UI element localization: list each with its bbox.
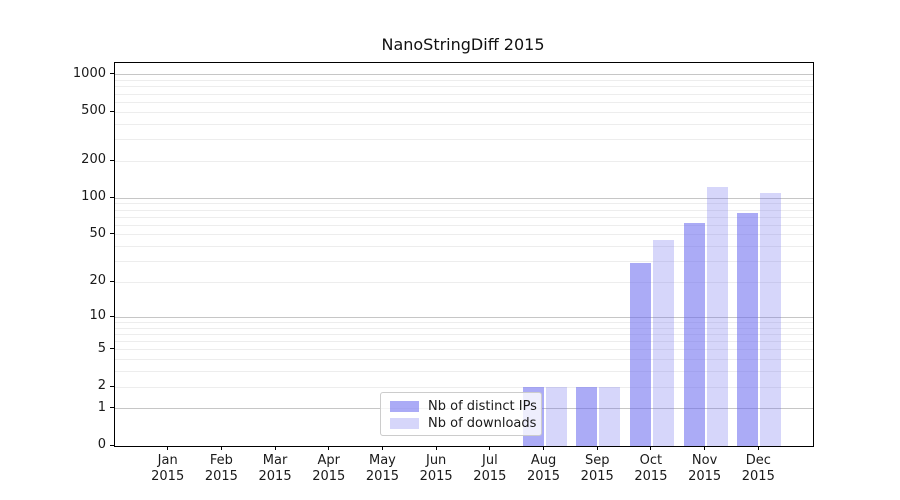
x-axis-tick [596, 446, 598, 450]
x-axis-tick-label: Feb 2015 [204, 453, 238, 484]
x-axis-tick [220, 446, 222, 450]
gridline-minor [115, 203, 813, 205]
y-axis-tick [110, 315, 114, 317]
bar-distinct-ips [737, 213, 759, 446]
y-axis-tick-label: 20 [89, 273, 106, 289]
legend-label-distinct-ips: Nb of distinct IPs [428, 398, 537, 414]
gridline-minor [115, 246, 813, 248]
gridline-major [115, 316, 813, 318]
gridline-minor [115, 261, 813, 263]
legend-item-distinct-ips: Nb of distinct IPs [390, 398, 537, 414]
gridline-minor [115, 224, 813, 226]
y-axis-tick [110, 280, 114, 282]
x-axis-tick [489, 446, 491, 450]
y-axis-tick [110, 348, 114, 350]
gridline-minor [115, 80, 813, 82]
x-axis-tick [704, 446, 706, 450]
gridline-minor [115, 101, 813, 103]
gridline-minor [115, 340, 813, 342]
gridline-minor [115, 209, 813, 211]
gridline-minor [115, 160, 813, 162]
x-axis-tick-label: Jul 2015 [473, 453, 507, 484]
x-axis-tick-label: Nov 2015 [688, 453, 722, 484]
bar-downloads [599, 387, 621, 446]
y-axis-tick [110, 110, 114, 112]
bar-downloads [706, 186, 728, 446]
gridline-minor [115, 333, 813, 335]
gridline-minor [115, 371, 813, 373]
y-axis-tick [110, 73, 114, 75]
x-axis-tick-label: Dec 2015 [741, 453, 775, 484]
y-axis-tick-label: 1000 [72, 65, 106, 81]
gridline-minor [115, 123, 813, 125]
x-axis-tick-label: Apr 2015 [312, 453, 346, 484]
y-axis-tick-label: 1 [97, 399, 106, 415]
x-axis-tick [650, 446, 652, 450]
gridline-minor [115, 359, 813, 361]
gridline-minor [115, 386, 813, 388]
gridline-major [115, 74, 813, 76]
x-axis-tick [274, 446, 276, 450]
x-axis-tick [543, 446, 545, 450]
x-axis-tick-label: May 2015 [365, 453, 399, 484]
y-axis-tick [110, 444, 114, 446]
y-axis-tick-label: 0 [97, 437, 106, 452]
gridline-minor [115, 139, 813, 140]
legend-swatch-downloads [390, 417, 419, 429]
x-axis-tick [435, 446, 437, 450]
x-axis-tick-label: Mar 2015 [258, 453, 292, 484]
gridline-minor [115, 327, 813, 329]
bar-distinct-ips [576, 387, 598, 446]
bar-downloads [652, 240, 674, 446]
bar-distinct-ips [683, 223, 705, 446]
y-axis-tick-label: 10 [89, 308, 106, 324]
legend: Nb of distinct IPs Nb of downloads [380, 392, 542, 436]
y-axis-tick-label: 2 [97, 378, 106, 393]
y-axis-tick [110, 407, 114, 409]
gridline-minor [115, 281, 813, 283]
x-axis-tick-label: Aug 2015 [526, 453, 561, 484]
gridline-minor [115, 234, 813, 236]
y-axis-tick [110, 159, 114, 161]
legend-label-downloads: Nb of downloads [428, 415, 537, 431]
legend-swatch-distinct-ips [390, 400, 419, 412]
x-axis-tick-label: Jan 2015 [151, 453, 185, 484]
y-axis-tick-label: 200 [81, 152, 106, 168]
gridline-minor [115, 93, 813, 95]
y-axis-tick-label: 5 [97, 340, 106, 356]
plot-area [114, 62, 814, 447]
x-axis-tick-label: Jun 2015 [419, 453, 453, 484]
gridline-minor [115, 86, 813, 88]
y-axis-tick [110, 385, 114, 387]
x-axis-tick-label: Oct 2015 [634, 453, 668, 484]
y-axis-tick [110, 196, 114, 198]
gridline-minor [115, 349, 813, 351]
bar-downloads [545, 387, 567, 446]
x-axis-tick [381, 446, 383, 450]
gridline-minor [115, 111, 813, 113]
y-axis-tick-label: 500 [81, 103, 106, 119]
y-axis-tick-label: 100 [81, 189, 106, 205]
x-axis-tick [167, 446, 169, 450]
bar-downloads [760, 192, 782, 446]
y-axis-tick [110, 233, 114, 235]
legend-item-downloads: Nb of downloads [390, 415, 537, 431]
chart-title: NanoStringDiff 2015 [381, 35, 545, 54]
bar-distinct-ips [629, 263, 651, 446]
x-axis-tick [328, 446, 330, 450]
y-axis-tick-label: 50 [89, 225, 106, 241]
gridline-major [115, 197, 813, 199]
gridline-minor [115, 216, 813, 218]
x-axis-tick [757, 446, 759, 450]
gridline-minor [115, 321, 813, 323]
x-axis-tick-label: Sep 2015 [580, 453, 614, 484]
